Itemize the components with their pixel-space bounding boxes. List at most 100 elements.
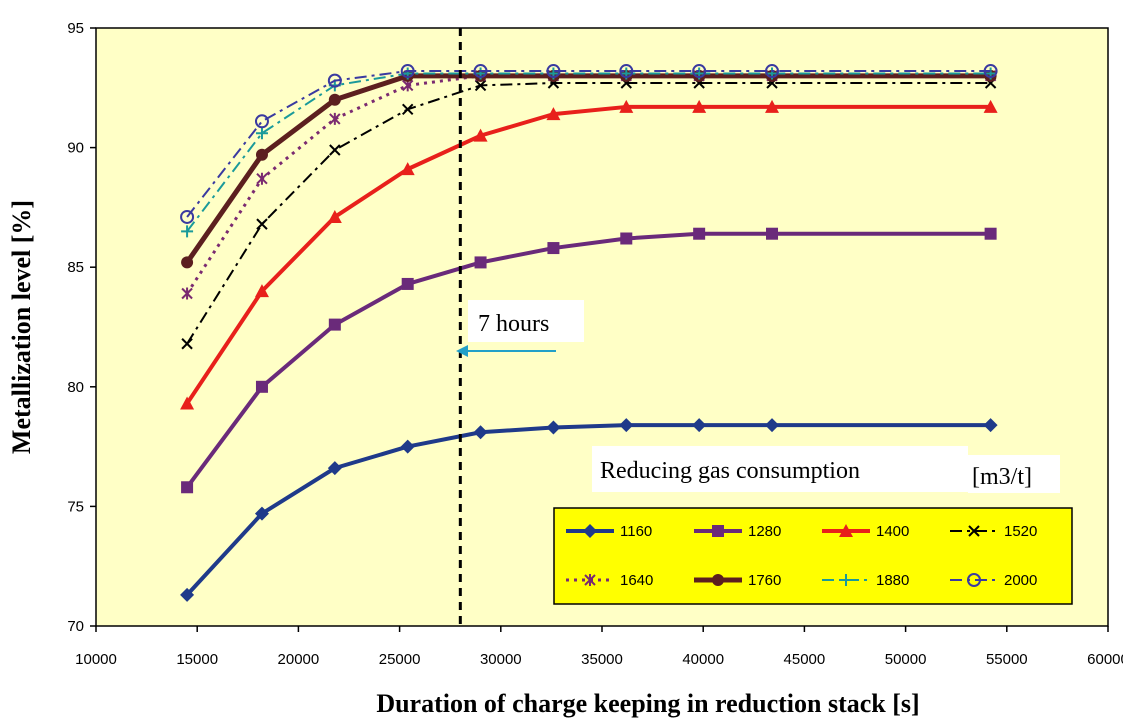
legend: 1160 1280 1400 1520 1640 1760 1880 2000	[566, 523, 1037, 589]
legend-title-box	[592, 446, 968, 492]
data-point	[766, 227, 779, 240]
data-point	[327, 73, 342, 88]
data-point	[765, 99, 780, 113]
data-point	[984, 227, 997, 240]
x-tick-label: 25000	[379, 651, 421, 668]
series-1880	[181, 67, 997, 238]
data-point	[327, 209, 342, 223]
legend-label: 1760	[748, 572, 781, 589]
legend-marker	[840, 574, 852, 586]
data-point	[619, 64, 634, 79]
y-tick-label: 95	[67, 20, 84, 37]
series-line-2000	[186, 70, 991, 218]
data-point	[328, 318, 341, 331]
x-tick-label: 40000	[682, 651, 724, 668]
series-line-1760	[185, 73, 991, 264]
series-1280	[181, 227, 997, 494]
x-tick-label: 60000	[1087, 651, 1123, 668]
data-point	[255, 148, 268, 161]
legend-item-1640: 1640	[566, 572, 653, 589]
x-tick-label: 20000	[278, 651, 320, 668]
series-2000	[180, 64, 998, 224]
series-line-1160	[185, 423, 991, 597]
x-axis-title: Duration of charge keeping in reduction …	[376, 689, 919, 718]
legend-item-1520: 1520	[950, 523, 1037, 540]
x-tick-label: 35000	[581, 651, 623, 668]
annotation-7-hours: 7 hours	[478, 311, 549, 337]
data-point	[327, 461, 342, 476]
legend-marker	[584, 574, 596, 586]
y-tick-label: 80	[67, 379, 84, 396]
x-tick-label: 50000	[885, 651, 927, 668]
y-tick-label: 90	[67, 140, 84, 157]
data-point	[401, 103, 414, 116]
data-point	[400, 439, 415, 454]
data-point	[181, 225, 194, 238]
data-point	[329, 144, 341, 156]
series-1400	[180, 99, 998, 410]
legend-item-1760: 1760	[694, 572, 781, 589]
data-point	[692, 64, 707, 79]
x-tick-label: 45000	[784, 651, 826, 668]
data-point	[983, 418, 998, 433]
legend-label: 1520	[1004, 523, 1037, 540]
legend-item-1400: 1400	[822, 523, 909, 540]
y-axis-title: Metallization level [%]	[7, 200, 36, 454]
y-tick-label: 70	[67, 618, 84, 635]
legend-label: 1880	[876, 572, 909, 589]
legend-marker	[712, 574, 724, 586]
data-point	[328, 93, 341, 106]
data-point	[255, 127, 268, 140]
legend-box	[553, 507, 1073, 605]
legend-label: 1280	[748, 523, 781, 540]
data-point	[546, 420, 561, 435]
legend-unit-box	[968, 455, 1060, 493]
data-point	[181, 481, 194, 494]
series-line-1280	[185, 231, 991, 489]
data-point	[400, 162, 415, 176]
legend-marker	[839, 524, 853, 537]
data-point	[547, 242, 560, 255]
legend-item-1160: 1160	[566, 523, 652, 540]
data-point	[546, 107, 561, 121]
data-point	[473, 64, 488, 79]
data-point	[180, 587, 195, 602]
data-point	[254, 284, 269, 298]
data-point	[620, 232, 633, 245]
series-layer	[180, 64, 998, 602]
data-point	[983, 99, 998, 113]
x-tick-label: 30000	[480, 651, 522, 668]
series-1160	[180, 418, 998, 602]
x-tick-label: 10000	[75, 651, 117, 668]
legend-unit: [m3/t]	[972, 464, 1032, 490]
data-point	[692, 99, 707, 113]
legend-label: 1400	[876, 523, 909, 540]
x-tick-label: 55000	[986, 651, 1028, 668]
data-point	[619, 418, 634, 433]
data-point	[765, 64, 780, 79]
data-point	[619, 99, 634, 113]
legend-item-2000: 2000	[950, 572, 1037, 589]
x-axis: 10000 15000 20000 25000 30000 35000 40000 45000…	[75, 626, 1123, 668]
data-point	[329, 112, 341, 125]
data-point	[401, 277, 414, 290]
x-tick-label: 15000	[176, 651, 218, 668]
data-point	[180, 209, 195, 224]
data-point	[546, 64, 561, 79]
series-line-1520	[186, 82, 991, 345]
arrow-left-icon	[456, 345, 556, 357]
legend-title: Reducing gas consumption	[600, 458, 860, 484]
data-point	[254, 506, 269, 521]
data-point	[474, 256, 487, 269]
legend-label: 1160	[620, 523, 652, 540]
data-point	[181, 287, 193, 300]
data-point	[400, 64, 415, 79]
data-point	[256, 172, 268, 185]
data-point	[255, 380, 268, 393]
data-point	[474, 79, 487, 92]
data-point	[180, 396, 195, 410]
series-line-1400	[185, 104, 991, 405]
data-point	[765, 418, 780, 433]
data-point	[983, 64, 998, 79]
